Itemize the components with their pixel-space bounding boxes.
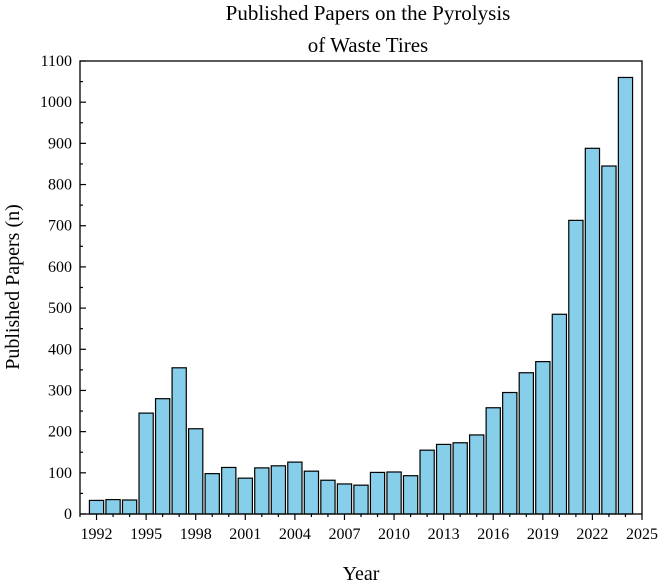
y-tick-label: 400 [48, 341, 72, 358]
bar-2011 [402, 475, 419, 515]
bar-2003 [270, 465, 287, 515]
x-tick-label: 1995 [130, 526, 162, 543]
y-tick-label: 800 [48, 177, 72, 194]
bar-2002 [254, 467, 270, 515]
y-tick-label: 600 [48, 259, 72, 276]
bar-2020 [551, 313, 568, 515]
x-tick-label: 1998 [180, 526, 212, 543]
bar-1997 [171, 367, 187, 515]
x-tick-label: 2010 [378, 526, 410, 543]
bar-1996 [154, 398, 171, 515]
bar-2013 [435, 443, 452, 515]
bar-2017 [502, 391, 518, 515]
y-tick-label: 100 [48, 465, 72, 482]
bar-2004 [287, 461, 303, 515]
bar-2007 [336, 483, 353, 515]
bar-2023 [601, 165, 617, 515]
bar-2009 [369, 471, 386, 515]
bar-2022 [584, 147, 601, 515]
bar-2024 [617, 76, 634, 515]
bar-2010 [386, 471, 402, 515]
x-tick-label: 2022 [576, 526, 608, 543]
x-tick-label: 2016 [477, 526, 509, 543]
bar-1998 [188, 428, 204, 515]
x-tick-label: 2013 [428, 526, 460, 543]
bar-1994 [121, 499, 138, 515]
bar-1999 [204, 473, 220, 515]
bar-2016 [485, 407, 501, 515]
y-tick-label: 300 [48, 382, 72, 399]
bar-2015 [469, 434, 485, 515]
y-tick-label: 0 [64, 506, 72, 523]
x-tick-label: 2025 [626, 526, 658, 543]
y-tick-label: 500 [48, 300, 72, 317]
x-tick-label: 1992 [81, 526, 113, 543]
bar-2019 [535, 361, 551, 515]
x-axis-label: Year [343, 563, 380, 585]
y-tick-label: 700 [48, 218, 72, 235]
plot-frame [79, 60, 643, 515]
bar-2000 [221, 466, 237, 515]
y-axis-label: Published Papers (n) [2, 204, 24, 370]
y-tick-label: 1100 [41, 53, 72, 70]
chart-title-line-1: Published Papers on the Pyrolysis [226, 1, 511, 25]
x-axis-ticks: 1992 1995 1998 2001 2004 2007 2010 2013 2016 2019… [79, 514, 658, 543]
bar-2021 [568, 219, 584, 515]
x-tick-label: 2004 [279, 526, 311, 543]
bar-2005 [303, 470, 320, 515]
x-tick-label: 2001 [229, 526, 261, 543]
bar-2018 [518, 372, 535, 515]
bar-2014 [452, 442, 468, 515]
y-tick-label: 1000 [40, 94, 72, 111]
bar-1993 [105, 498, 121, 515]
bar-2006 [320, 479, 336, 515]
x-tick-label: 2007 [328, 526, 360, 543]
bar-1992 [88, 499, 105, 515]
bar-2008 [353, 484, 369, 515]
bar-2001 [237, 477, 254, 515]
bar-series [88, 76, 634, 515]
y-tick-label: 200 [48, 424, 72, 441]
bar-2012 [419, 449, 435, 515]
y-tick-label: 900 [48, 135, 72, 152]
bar-1995 [138, 412, 154, 515]
y-axis-ticks: 0 100 200 300 400 500 600 700 800 900 1000 1100 [40, 53, 86, 523]
chart-title-line-2: of Waste Tires [308, 33, 428, 57]
x-tick-label: 2019 [527, 526, 559, 543]
